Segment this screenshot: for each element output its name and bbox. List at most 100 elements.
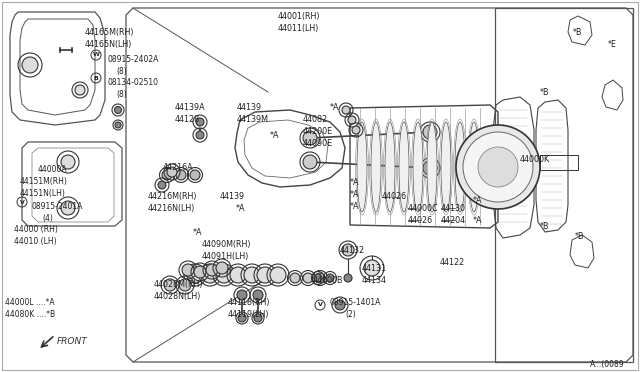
Circle shape xyxy=(115,122,121,128)
Text: 44139A: 44139A xyxy=(175,103,205,112)
Text: 44000B: 44000B xyxy=(313,276,344,285)
Circle shape xyxy=(162,170,172,180)
Text: (8): (8) xyxy=(116,90,127,99)
Circle shape xyxy=(478,147,518,187)
Text: A...(0089: A...(0089 xyxy=(590,360,625,369)
Text: 44090M(RH): 44090M(RH) xyxy=(202,240,252,249)
Circle shape xyxy=(352,126,360,134)
Ellipse shape xyxy=(441,122,451,212)
Text: 44082: 44082 xyxy=(303,115,328,124)
Text: 44011(LH): 44011(LH) xyxy=(278,24,319,33)
Circle shape xyxy=(238,314,246,322)
Circle shape xyxy=(194,266,206,278)
Text: 44028N(LH): 44028N(LH) xyxy=(154,292,202,301)
Text: *B: *B xyxy=(540,88,550,97)
Text: V: V xyxy=(20,199,24,205)
Circle shape xyxy=(335,300,345,310)
Circle shape xyxy=(75,85,85,95)
Circle shape xyxy=(187,267,203,283)
Text: 44026: 44026 xyxy=(382,192,407,201)
Text: 44026: 44026 xyxy=(408,216,433,225)
Circle shape xyxy=(216,267,232,283)
Circle shape xyxy=(463,132,533,202)
Text: *A: *A xyxy=(350,178,360,187)
Text: (8): (8) xyxy=(116,67,127,76)
Text: 44090E: 44090E xyxy=(303,139,333,148)
Circle shape xyxy=(230,267,246,283)
Circle shape xyxy=(61,201,75,215)
Text: *A: *A xyxy=(193,228,202,237)
Text: *B: *B xyxy=(540,222,550,231)
Text: 44000K: 44000K xyxy=(520,155,550,164)
Circle shape xyxy=(164,279,176,291)
Circle shape xyxy=(167,167,177,177)
Circle shape xyxy=(190,170,200,180)
Circle shape xyxy=(158,181,166,189)
Text: 44091H(LH): 44091H(LH) xyxy=(202,252,250,261)
Text: V: V xyxy=(317,302,323,308)
Text: 44204: 44204 xyxy=(441,216,466,225)
Circle shape xyxy=(423,161,437,175)
Ellipse shape xyxy=(469,122,479,212)
Text: 44010 (LH): 44010 (LH) xyxy=(14,237,56,246)
Ellipse shape xyxy=(357,122,367,212)
Text: *B: *B xyxy=(575,232,584,241)
Circle shape xyxy=(22,57,38,73)
Text: 44165M(RH): 44165M(RH) xyxy=(85,28,134,37)
Text: 44151M(RH): 44151M(RH) xyxy=(20,177,68,186)
Text: 08134-02510: 08134-02510 xyxy=(107,78,158,87)
Circle shape xyxy=(196,118,204,126)
Text: B: B xyxy=(93,76,99,80)
Ellipse shape xyxy=(427,122,437,212)
Circle shape xyxy=(244,267,260,283)
Text: 08915-2401A: 08915-2401A xyxy=(32,202,83,211)
Text: 08915-1401A: 08915-1401A xyxy=(330,298,381,307)
Circle shape xyxy=(253,290,263,300)
Text: 08915-2402A: 08915-2402A xyxy=(107,55,158,64)
Circle shape xyxy=(216,262,228,274)
Circle shape xyxy=(290,273,300,283)
Circle shape xyxy=(270,267,286,283)
Text: 44128: 44128 xyxy=(175,115,200,124)
Ellipse shape xyxy=(399,122,409,212)
Text: 44118(RH): 44118(RH) xyxy=(228,298,271,307)
Text: 44119(LH): 44119(LH) xyxy=(228,310,269,319)
Circle shape xyxy=(176,170,186,180)
Circle shape xyxy=(257,267,273,283)
Text: 44000 (RH): 44000 (RH) xyxy=(14,225,58,234)
Circle shape xyxy=(344,274,352,282)
Text: *A: *A xyxy=(270,131,280,140)
Text: 44080K ....*B: 44080K ....*B xyxy=(5,310,55,319)
Text: 44132: 44132 xyxy=(340,246,365,255)
Circle shape xyxy=(182,264,194,276)
Text: 44122: 44122 xyxy=(440,258,465,267)
Bar xyxy=(540,155,578,170)
Circle shape xyxy=(196,131,204,139)
Text: *E: *E xyxy=(608,40,617,49)
Text: 44028M(RH): 44028M(RH) xyxy=(154,280,204,289)
Text: 44139: 44139 xyxy=(237,103,262,112)
Text: 44131: 44131 xyxy=(362,264,387,273)
Circle shape xyxy=(348,116,356,124)
Circle shape xyxy=(303,131,317,145)
Text: *A: *A xyxy=(236,204,246,213)
Ellipse shape xyxy=(371,122,381,212)
Text: (4): (4) xyxy=(42,214,53,223)
Text: *A: *A xyxy=(330,103,339,112)
Ellipse shape xyxy=(385,122,395,212)
Circle shape xyxy=(326,274,334,282)
Circle shape xyxy=(179,279,191,291)
Circle shape xyxy=(342,244,354,256)
Circle shape xyxy=(314,274,322,282)
Circle shape xyxy=(315,273,325,283)
Text: *A: *A xyxy=(350,202,360,211)
Text: 44216A: 44216A xyxy=(163,163,194,172)
Circle shape xyxy=(206,264,218,276)
Circle shape xyxy=(303,273,313,283)
Text: 44216N(LH): 44216N(LH) xyxy=(148,204,195,213)
Text: 44001(RH): 44001(RH) xyxy=(278,12,321,21)
Text: *A: *A xyxy=(350,190,360,199)
Text: 44134: 44134 xyxy=(362,276,387,285)
Text: 44165N(LH): 44165N(LH) xyxy=(85,40,132,49)
Ellipse shape xyxy=(413,122,423,212)
